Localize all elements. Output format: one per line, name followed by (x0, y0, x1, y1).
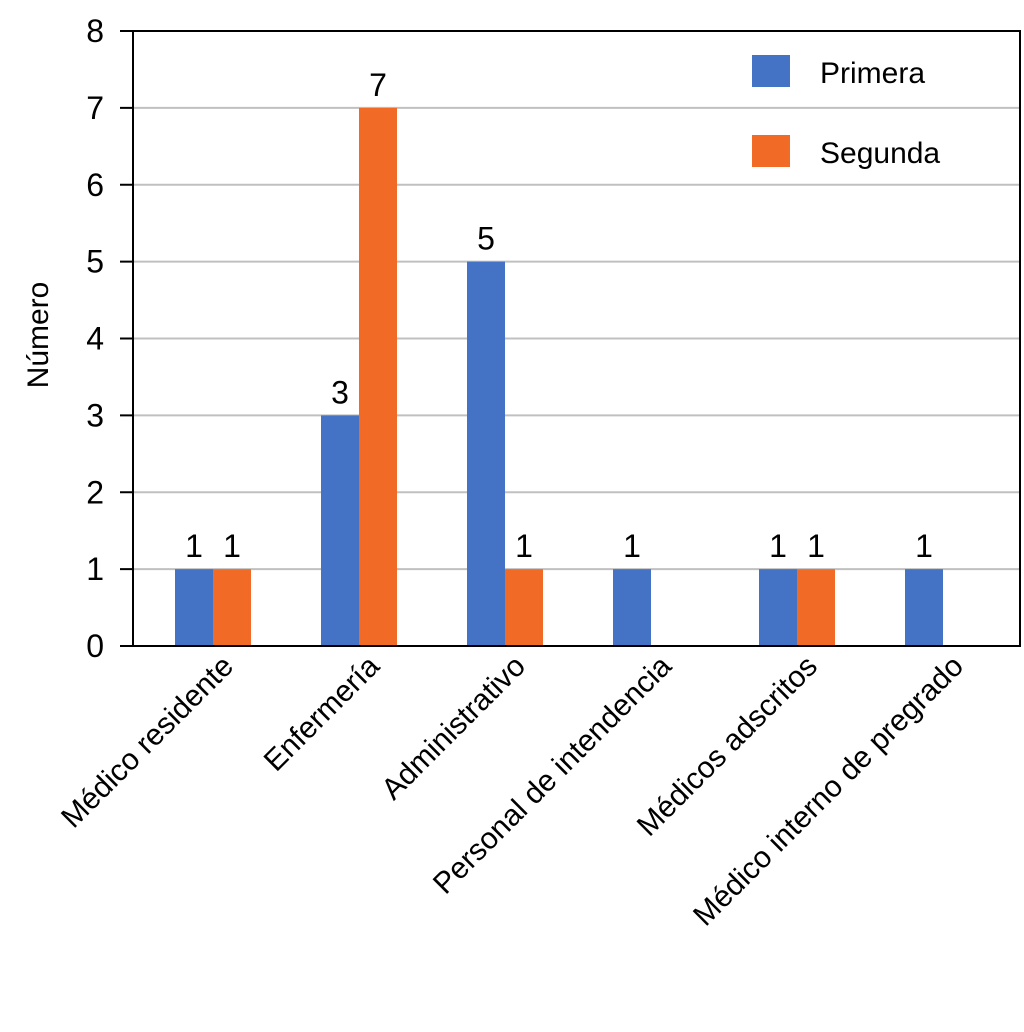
legend-swatch-segunda (752, 135, 790, 167)
gridlines (133, 106, 1020, 571)
data-label: 5 (477, 221, 495, 257)
bar-primera (759, 569, 797, 646)
x-axis: Médico residente EnfermeríaAdministrativo… (55, 649, 970, 932)
data-label: 3 (331, 374, 349, 410)
y-axis: 0 1 2 3 4 5 6 7 8 (86, 13, 133, 664)
x-tick-label: Personal de intendencia (427, 649, 678, 900)
y-tick-label: 6 (86, 167, 104, 203)
y-axis-title: Número (22, 282, 55, 389)
bar-segunda (213, 569, 251, 646)
data-label: 1 (515, 528, 533, 564)
bar-primera (905, 569, 943, 646)
x-tick-label: Enfermería (258, 649, 386, 777)
y-tick-label: 7 (86, 90, 104, 126)
data-label: 1 (223, 528, 241, 564)
data-label: 1 (915, 528, 933, 564)
legend: Primera Segunda (752, 55, 940, 170)
x-tick-label: Administrativo (375, 650, 532, 807)
data-label: 7 (369, 67, 387, 103)
bars (175, 107, 943, 646)
bar-primera (613, 569, 651, 646)
y-tick-label: 3 (86, 397, 104, 433)
data-label: 1 (185, 528, 203, 564)
y-tick-label: 2 (86, 474, 104, 510)
bar-segunda (359, 107, 397, 646)
y-tick-label: 8 (86, 13, 104, 49)
legend-label: Segunda (820, 137, 940, 170)
x-tick-label: Médico interno de pregrado (687, 650, 970, 933)
y-tick-label: 1 (86, 551, 104, 587)
data-label: 1 (807, 528, 825, 564)
data-label: 1 (623, 528, 641, 564)
bar-primera (467, 261, 505, 646)
bar-segunda (797, 569, 835, 646)
x-tick-label: Médico residente (55, 650, 240, 835)
y-tick-label: 4 (86, 321, 104, 357)
y-tick-label: 5 (86, 244, 104, 280)
bar-primera (175, 569, 213, 646)
data-label: 1 (769, 528, 787, 564)
legend-swatch-primera (752, 55, 790, 87)
y-tick-label: 0 (86, 628, 104, 664)
bar-primera (321, 415, 359, 646)
bar-segunda (505, 569, 543, 646)
legend-label: Primera (820, 57, 925, 90)
